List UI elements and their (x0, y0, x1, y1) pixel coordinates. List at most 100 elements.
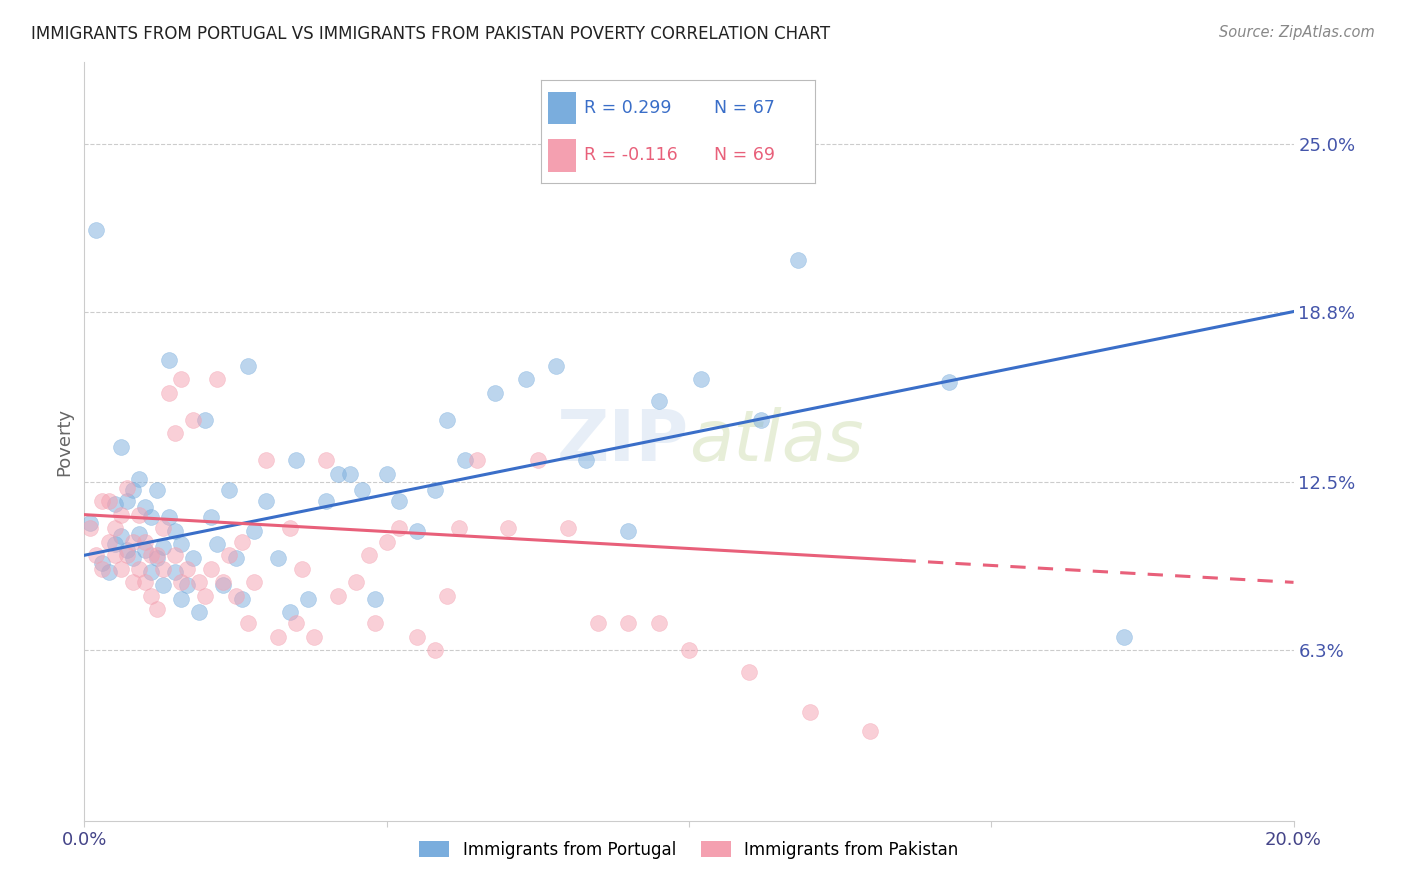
Point (91, 494, 114, 508)
Point (86, 548, 108, 563)
Text: R = -0.116: R = -0.116 (583, 146, 678, 164)
Point (588, 615, 610, 630)
Point (859, 724, 882, 739)
Point (146, 548, 169, 563)
Point (328, 589, 350, 603)
Point (236, 359, 259, 373)
Point (165, 426, 187, 441)
Point (527, 453, 550, 467)
Point (110, 529, 132, 543)
Point (436, 589, 458, 603)
Point (786, 253, 808, 268)
Point (454, 453, 477, 467)
Point (200, 510, 222, 524)
Point (352, 483, 374, 498)
Point (1114, 630, 1136, 644)
Point (121, 534, 143, 549)
Point (242, 524, 264, 538)
Point (278, 521, 301, 535)
Point (121, 575, 143, 590)
Point (170, 537, 193, 551)
Point (212, 575, 235, 590)
Point (218, 483, 240, 498)
Point (79, 521, 101, 535)
Point (285, 615, 308, 630)
Point (97, 565, 120, 579)
Point (194, 413, 217, 427)
Text: IMMIGRANTS FROM PORTUGAL VS IMMIGRANTS FROM PAKISTAN POVERTY CORRELATION CHART: IMMIGRANTS FROM PORTUGAL VS IMMIGRANTS F… (31, 25, 830, 43)
Point (738, 665, 761, 679)
Point (617, 524, 640, 538)
Point (557, 521, 579, 535)
Point (242, 575, 264, 590)
Point (218, 548, 240, 563)
Point (134, 534, 156, 549)
Point (104, 521, 127, 535)
Point (128, 508, 150, 522)
Point (121, 483, 143, 498)
Point (678, 643, 700, 657)
Point (544, 359, 567, 373)
Point (388, 494, 411, 508)
Point (157, 385, 180, 400)
Point (165, 565, 187, 579)
Text: ZIP: ZIP (557, 407, 689, 476)
Point (231, 534, 253, 549)
Point (115, 542, 138, 557)
Point (134, 500, 156, 514)
Point (291, 562, 314, 576)
Point (139, 510, 162, 524)
Text: Source: ZipAtlas.com: Source: ZipAtlas.com (1219, 25, 1375, 40)
Point (375, 467, 398, 481)
Point (181, 413, 204, 427)
Point (575, 453, 598, 467)
Point (110, 508, 132, 522)
Point (285, 453, 308, 467)
Point (115, 494, 138, 508)
Point (110, 562, 132, 576)
Y-axis label: Poverty: Poverty (55, 408, 73, 475)
Point (406, 524, 429, 538)
Point (91, 557, 114, 571)
Text: N = 67: N = 67 (714, 99, 775, 117)
Point (128, 562, 150, 576)
Point (938, 375, 960, 389)
Point (188, 575, 211, 590)
Point (170, 372, 193, 386)
Point (363, 615, 385, 630)
Point (152, 562, 174, 576)
Point (97, 494, 120, 508)
Point (467, 453, 489, 467)
Point (751, 413, 773, 427)
Point (104, 497, 127, 511)
Point (170, 575, 193, 590)
Point (648, 393, 671, 408)
Point (165, 524, 187, 538)
Text: R = 0.299: R = 0.299 (583, 99, 671, 117)
Point (157, 510, 180, 524)
Point (91, 562, 114, 576)
Point (79, 516, 101, 530)
Point (236, 615, 259, 630)
Point (315, 453, 337, 467)
Point (406, 630, 429, 644)
Point (297, 591, 319, 606)
Point (302, 630, 325, 644)
Point (157, 353, 180, 368)
Point (139, 589, 162, 603)
Point (254, 494, 277, 508)
Point (231, 591, 253, 606)
Legend: Immigrants from Portugal, Immigrants from Pakistan: Immigrants from Portugal, Immigrants fro… (413, 834, 965, 865)
Point (212, 578, 235, 592)
Point (449, 521, 471, 535)
Point (152, 521, 174, 535)
Point (139, 565, 162, 579)
Point (97, 534, 120, 549)
Point (423, 483, 446, 498)
Point (267, 630, 290, 644)
Point (115, 481, 138, 495)
Point (515, 372, 537, 386)
Point (134, 542, 156, 557)
Point (134, 575, 156, 590)
Point (146, 602, 169, 616)
